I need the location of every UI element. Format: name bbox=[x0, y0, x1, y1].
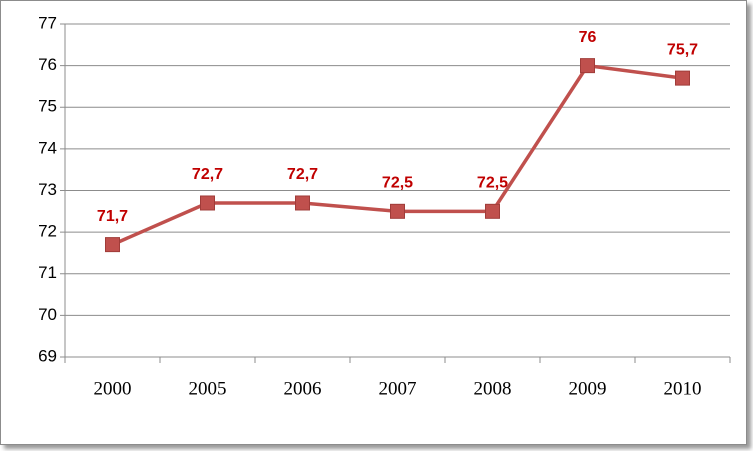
y-tick-label: 76 bbox=[38, 55, 57, 74]
y-tick-label: 70 bbox=[38, 305, 57, 324]
x-tick-label: 2007 bbox=[379, 378, 417, 399]
y-tick-label: 72 bbox=[38, 222, 57, 241]
data-label: 72,7 bbox=[287, 166, 318, 183]
y-tick-label: 75 bbox=[38, 97, 57, 116]
data-label: 71,7 bbox=[97, 208, 128, 225]
x-tick-label: 2006 bbox=[284, 378, 322, 399]
y-tick-label: 71 bbox=[38, 263, 57, 282]
y-tick-label: 69 bbox=[38, 346, 57, 365]
data-label: 72,7 bbox=[192, 166, 223, 183]
x-tick-label: 2008 bbox=[474, 378, 512, 399]
x-tick-label: 2010 bbox=[664, 378, 702, 399]
data-label: 72,5 bbox=[477, 175, 508, 192]
x-tick-label: 2005 bbox=[189, 378, 227, 399]
marker bbox=[105, 237, 120, 253]
y-tick-label: 73 bbox=[38, 180, 57, 199]
marker bbox=[390, 203, 405, 219]
marker bbox=[200, 195, 215, 211]
chart-frame bbox=[0, 0, 747, 445]
y-tick-label: 77 bbox=[38, 13, 57, 32]
data-label: 76 bbox=[579, 29, 597, 46]
marker bbox=[580, 58, 595, 74]
marker bbox=[295, 195, 310, 211]
marker bbox=[485, 203, 500, 219]
data-label: 75,7 bbox=[667, 41, 698, 58]
x-tick-label: 2009 bbox=[569, 378, 607, 399]
marker bbox=[675, 70, 690, 86]
y-tick-label: 74 bbox=[38, 138, 57, 157]
x-tick-label: 2000 bbox=[94, 378, 132, 399]
data-label: 72,5 bbox=[382, 175, 413, 192]
